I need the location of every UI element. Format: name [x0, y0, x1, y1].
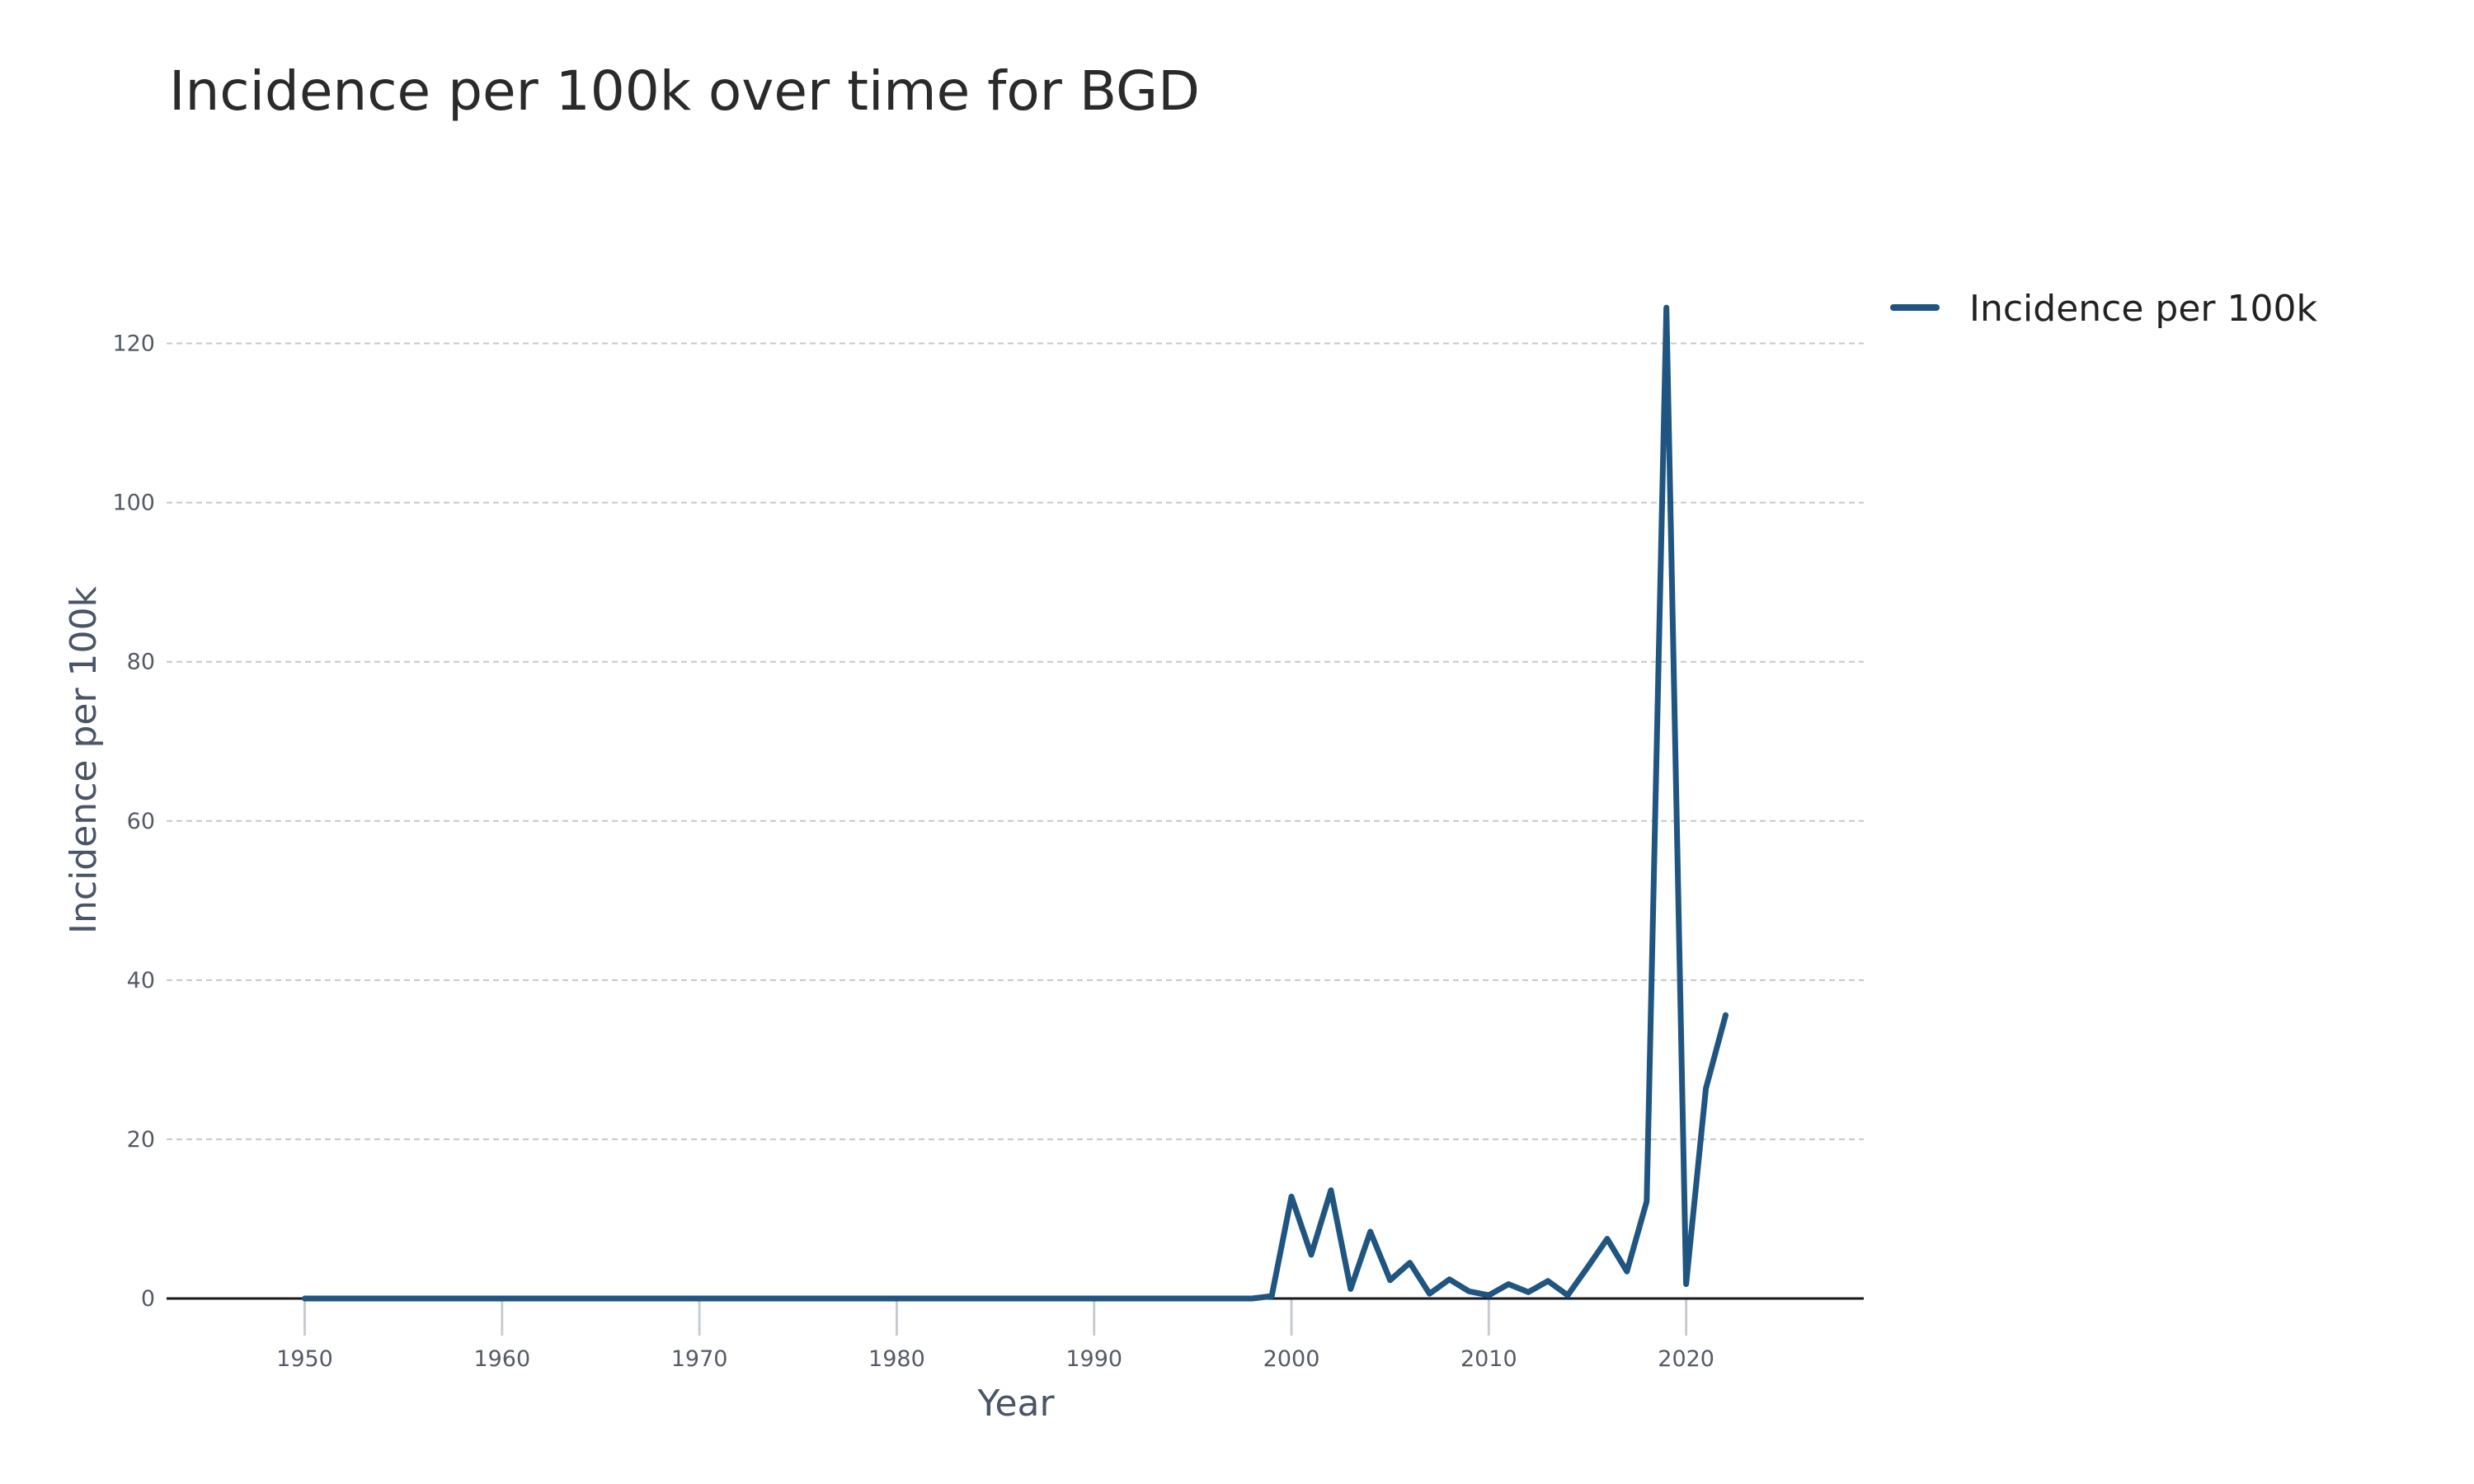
y-tick-label: 80	[127, 650, 155, 675]
y-tick-label: 120	[112, 331, 155, 357]
series-lines	[302, 304, 1729, 1302]
x-tick-label: 1990	[1065, 1346, 1122, 1372]
y-tick-label: 100	[112, 491, 155, 516]
y-axis-title: Incidence per 100k	[63, 586, 105, 934]
x-tick-label: 1970	[671, 1346, 728, 1372]
legend-label: Incidence per 100k	[1969, 288, 2317, 330]
y-tick-label: 0	[141, 1286, 155, 1312]
chart-title: Incidence per 100k over time for BGD	[169, 59, 1200, 123]
x-tick-label: 1960	[473, 1346, 530, 1372]
x-tick-label: 2010	[1460, 1346, 1517, 1372]
x-tick-label: 2020	[1658, 1346, 1714, 1372]
x-axis-title: Year	[976, 1383, 1055, 1425]
series-line	[302, 304, 1729, 1302]
gridlines	[167, 342, 1864, 1140]
x-tick-label: 1950	[276, 1346, 333, 1372]
x-tick-label: 1980	[868, 1346, 925, 1372]
y-tick-label: 20	[127, 1127, 155, 1153]
y-tick-label: 60	[127, 809, 155, 834]
legend: Incidence per 100k	[1890, 288, 2317, 330]
y-axis-ticks: 0 20 40 60 80 100 120	[112, 331, 155, 1312]
x-tick-label: 2000	[1263, 1346, 1320, 1372]
x-axis-ticks: 1950 1960 1970 1980 1990 2000 2010 2020	[276, 1298, 1714, 1372]
y-tick-label: 40	[127, 968, 155, 993]
